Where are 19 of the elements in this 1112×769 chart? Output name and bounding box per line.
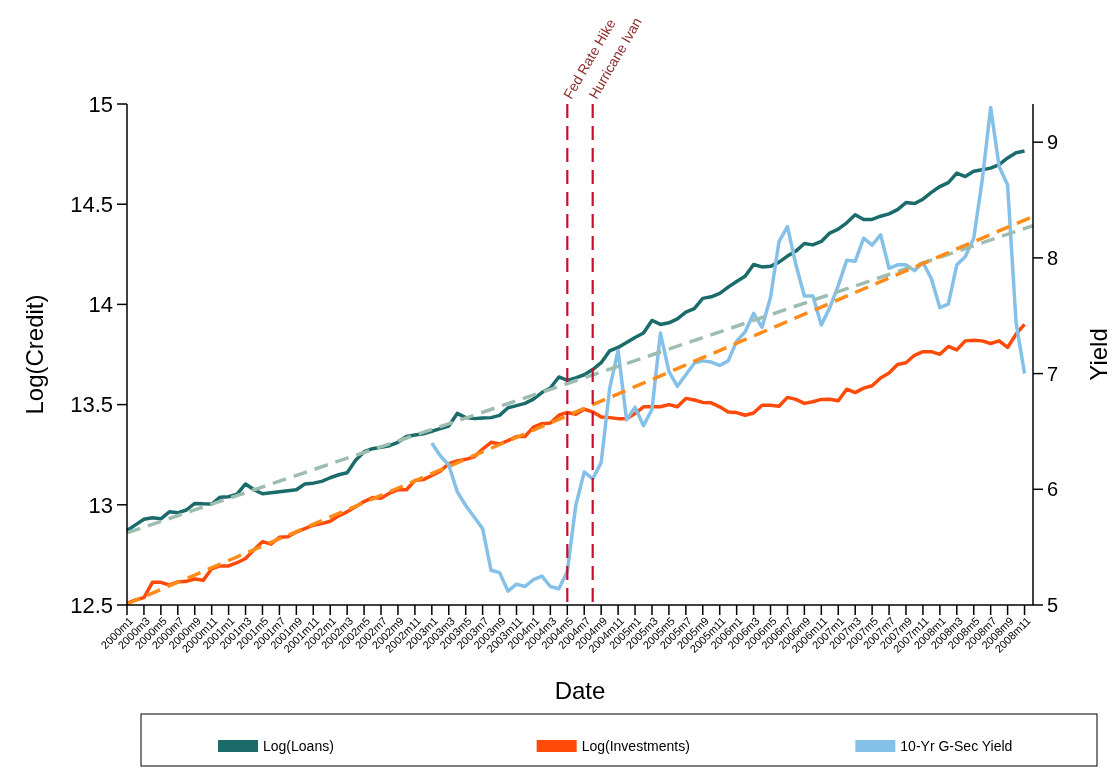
y-tick-label: 12.5: [70, 592, 113, 618]
y2-tick-label: 9: [1047, 131, 1059, 154]
y2-tick-label: 7: [1047, 362, 1059, 385]
y-tick-label: 13: [88, 492, 113, 518]
y-tick-label: 14: [88, 292, 113, 318]
y-axis-title: Log(Credit): [21, 294, 48, 415]
y2-tick-label: 6: [1047, 478, 1059, 501]
y2-tick-label: 8: [1047, 246, 1059, 269]
legend-label: Log(Investments): [581, 737, 690, 754]
y2-tick-label: 5: [1047, 594, 1059, 616]
legend-label: 10-Yr G-Sec Yield: [900, 737, 1013, 754]
line-series: [430, 105, 1027, 593]
legend-label: Log(Loans): [263, 737, 334, 754]
x-axis-title: Date: [554, 677, 606, 704]
y2-axis-title: Yield: [1085, 328, 1112, 381]
y-tick-label: 14.5: [70, 191, 113, 217]
y-tick-label: 13.5: [70, 392, 113, 418]
y-tick-label: 15: [88, 91, 113, 117]
line-series: [125, 149, 1027, 533]
